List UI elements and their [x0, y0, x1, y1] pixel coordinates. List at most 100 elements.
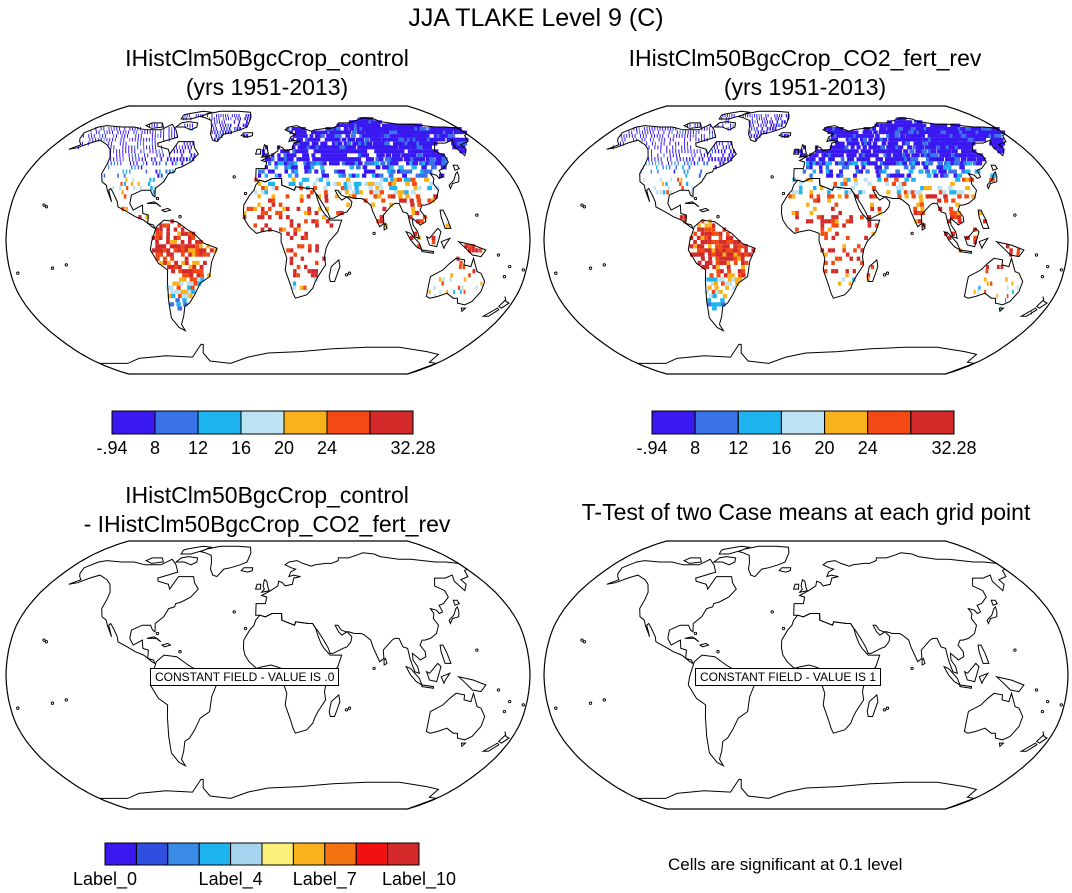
lake-cell — [847, 190, 852, 195]
lake-cell — [936, 137, 943, 142]
lake-cell — [854, 161, 859, 166]
map-border — [5, 540, 531, 810]
lake-cell — [324, 130, 329, 135]
lake-cell — [264, 173, 268, 178]
coastline — [698, 642, 710, 648]
lake-cell — [693, 130, 694, 135]
lake-cell — [225, 123, 227, 127]
lake-cell — [155, 169, 158, 174]
lake-cell — [850, 134, 855, 138]
lake-cell — [923, 165, 929, 170]
lake-cell — [188, 264, 193, 270]
lake-cell — [420, 169, 426, 174]
lake-cell — [840, 141, 845, 146]
lake-cell — [847, 134, 852, 138]
lake-cell — [422, 134, 430, 138]
lake-cell — [222, 130, 224, 135]
lake-cell — [331, 157, 336, 162]
lake-cell — [195, 240, 199, 245]
lake-cell — [722, 161, 725, 166]
lake-cell — [150, 186, 153, 191]
lake-cell — [154, 141, 156, 146]
lake-cell — [715, 240, 719, 245]
lake-cell — [919, 134, 925, 138]
lake-cell — [684, 137, 686, 142]
lake-cell — [831, 206, 835, 211]
lake-cell — [431, 161, 438, 166]
lake-cell — [286, 149, 290, 154]
lake-cell — [776, 120, 779, 124]
lake-cell — [871, 145, 876, 150]
lake-cell — [384, 157, 390, 162]
island — [910, 666, 914, 671]
lake-cell — [325, 177, 330, 182]
coastline — [180, 110, 214, 120]
lake-cell — [640, 134, 642, 138]
lake-cell — [710, 277, 714, 282]
coastline — [68, 558, 199, 665]
lake-cell — [727, 141, 729, 146]
lake-cell — [119, 141, 121, 146]
lake-cell — [908, 161, 914, 166]
lake-cell — [726, 264, 731, 270]
lake-cell — [297, 130, 302, 135]
lake-cell — [951, 130, 958, 135]
lake-cell — [737, 252, 741, 257]
lake-cell — [675, 145, 677, 150]
lake-cell — [965, 177, 971, 182]
lake-cell — [379, 177, 385, 182]
island — [716, 650, 720, 654]
lake-cell — [365, 157, 371, 162]
lake-cell — [708, 227, 712, 232]
coastline — [448, 605, 460, 625]
lake-cell — [246, 206, 251, 211]
lake-cell — [670, 157, 672, 162]
lake-cell — [883, 153, 889, 158]
lake-cell — [844, 194, 849, 199]
lake-cell — [898, 153, 904, 158]
lake-cell — [351, 190, 356, 195]
lake-cell — [795, 210, 799, 216]
lake-cell — [306, 194, 311, 199]
lake-cell — [191, 244, 196, 249]
lake-cell — [173, 149, 175, 154]
lake-cell — [123, 181, 126, 186]
lake-cell — [879, 137, 885, 142]
lake-cell — [459, 149, 467, 154]
lake-cell — [957, 194, 962, 199]
lake-cell — [82, 141, 83, 146]
lake-cell — [410, 149, 417, 154]
lake-cell — [913, 145, 919, 150]
lake-cell — [216, 114, 217, 118]
lake-cell — [740, 252, 745, 257]
lake-cell — [152, 177, 155, 182]
lake-cell — [671, 130, 673, 135]
lake-cell — [320, 169, 325, 174]
lake-cell — [760, 114, 762, 118]
lake-cell — [181, 161, 184, 166]
colorbar-tick-label: 12 — [728, 438, 749, 458]
lake-cell — [134, 165, 136, 170]
lake-cell — [644, 130, 646, 135]
lake-cell — [189, 123, 191, 127]
island — [521, 703, 525, 707]
coastline — [425, 662, 442, 683]
lake-cell — [90, 130, 92, 135]
lake-cell — [734, 277, 739, 282]
lake-cell — [905, 134, 911, 138]
lake-cell — [293, 269, 297, 274]
lake-cell — [847, 161, 852, 166]
lake-cell — [139, 186, 143, 191]
lake-cell — [848, 137, 853, 142]
lake-cell — [839, 149, 844, 154]
lake-cell — [651, 149, 652, 154]
lake-cell — [417, 244, 421, 249]
lake-cell — [841, 161, 846, 166]
lake-cell — [751, 127, 753, 131]
coastline — [798, 143, 808, 158]
lake-cell — [914, 190, 919, 195]
lake-cell — [905, 137, 911, 142]
lake-cell — [953, 210, 958, 216]
island — [178, 215, 182, 219]
lake-cell — [434, 161, 441, 166]
